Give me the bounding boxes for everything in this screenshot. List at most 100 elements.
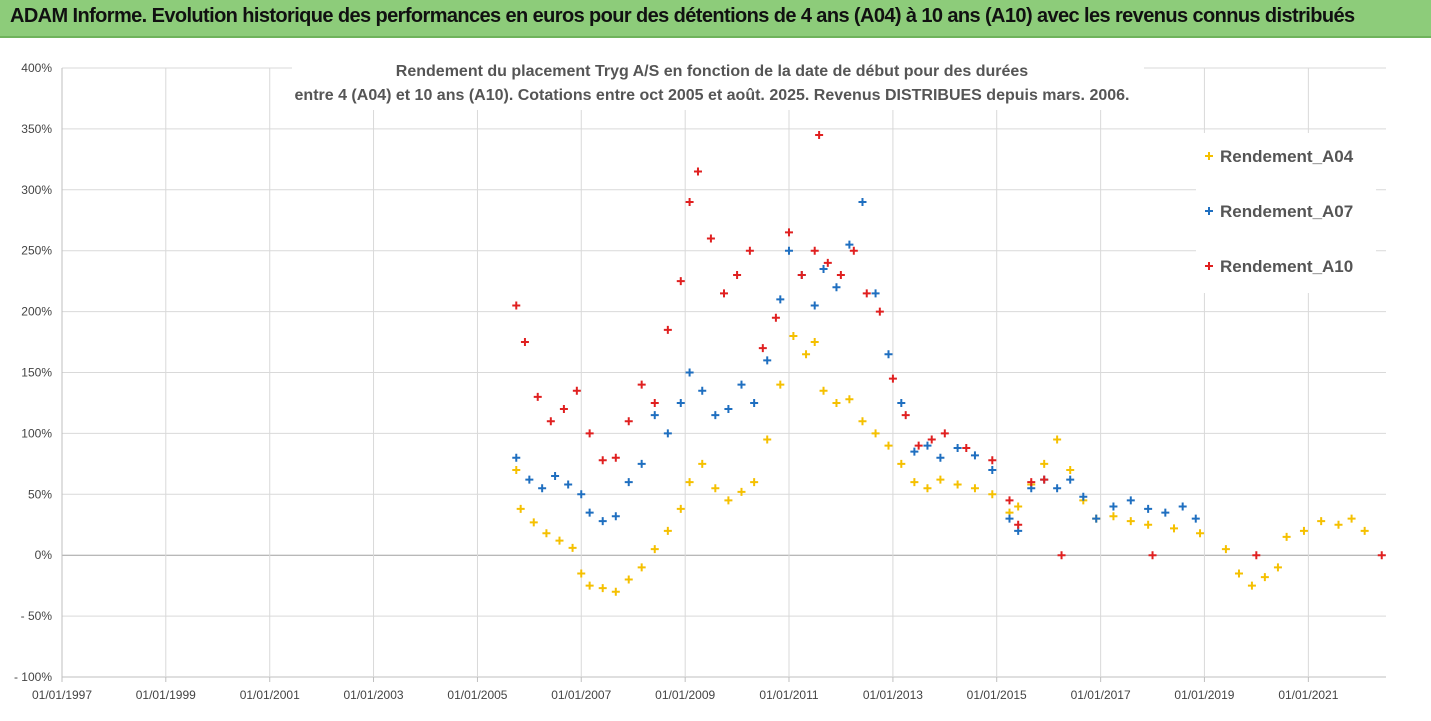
point-rendement-a10 (546, 417, 555, 426)
point-rendement-a10 (611, 453, 620, 462)
point-rendement-a04 (676, 504, 685, 513)
point-rendement-a04 (858, 417, 867, 426)
x-tick-label: 01/01/2007 (551, 688, 611, 702)
point-rendement-a07 (711, 411, 720, 420)
x-tick-label: 01/01/2009 (655, 688, 715, 702)
point-rendement-a10 (1148, 551, 1157, 560)
point-rendement-a04 (568, 543, 577, 552)
point-rendement-a10 (663, 325, 672, 334)
point-rendement-a10 (836, 271, 845, 280)
report-title: ADAM Informe. Evolution historique des p… (10, 5, 1355, 27)
legend-label: Rendement_A10 (1220, 257, 1353, 276)
x-tick-label: 01/01/2015 (967, 688, 1027, 702)
point-rendement-a10 (676, 277, 685, 286)
point-rendement-a07 (624, 478, 633, 487)
point-rendement-a04 (1299, 526, 1308, 535)
point-rendement-a04 (1053, 435, 1062, 444)
point-rendement-a10 (797, 271, 806, 280)
point-rendement-a10 (598, 456, 607, 465)
point-rendement-a07 (698, 386, 707, 395)
point-rendement-a07 (1053, 484, 1062, 493)
point-rendement-a07 (637, 459, 646, 468)
point-rendement-a07 (577, 490, 586, 499)
point-rendement-a07 (845, 240, 854, 249)
point-rendement-a07 (676, 398, 685, 407)
point-rendement-a04 (1170, 524, 1179, 533)
point-rendement-a10 (624, 417, 633, 426)
point-rendement-a07 (1161, 508, 1170, 517)
point-rendement-a04 (789, 331, 798, 340)
point-rendement-a10 (1027, 478, 1036, 487)
point-rendement-a07 (819, 264, 828, 273)
point-rendement-a10 (1014, 520, 1023, 529)
point-rendement-a07 (663, 429, 672, 438)
point-rendement-a10 (512, 301, 521, 310)
point-rendement-a07 (1092, 514, 1101, 523)
point-rendement-a04 (819, 386, 828, 395)
point-rendement-a10 (784, 228, 793, 237)
point-rendement-a04 (1282, 532, 1291, 541)
x-tick-label: 01/01/2019 (1174, 688, 1234, 702)
y-tick-label: 100% (21, 426, 52, 440)
performance-chart: - 100% - 50% 0% 50% 100% 150% 200% 250% 300% 350%… (14, 52, 1386, 702)
point-rendement-a07 (936, 453, 945, 462)
chart-title-line-1: Rendement du placement Tryg A/S en fonct… (396, 63, 1029, 80)
y-tick-label: 150% (21, 366, 52, 380)
point-rendement-a07 (750, 398, 759, 407)
point-rendement-a10 (637, 380, 646, 389)
y-tick-label: - 100% (14, 670, 52, 684)
point-rendement-a10 (533, 392, 542, 401)
point-rendement-a10 (559, 405, 568, 414)
point-rendement-a04 (832, 398, 841, 407)
point-rendement-a07 (763, 356, 772, 365)
point-rendement-a04 (1040, 459, 1049, 468)
point-rendement-a10 (888, 374, 897, 383)
point-rendement-a10 (815, 130, 824, 139)
legend-label: Rendement_A07 (1220, 202, 1353, 221)
point-rendement-a07 (897, 398, 906, 407)
point-rendement-a04 (555, 536, 564, 545)
point-rendement-a04 (624, 575, 633, 584)
point-rendement-a04 (585, 581, 594, 590)
point-rendement-a04 (1144, 520, 1153, 529)
point-rendement-a07 (1191, 514, 1200, 523)
point-rendement-a04 (988, 490, 997, 499)
point-rendement-a04 (1126, 517, 1135, 526)
point-rendement-a07 (564, 480, 573, 489)
point-rendement-a07 (585, 508, 594, 517)
point-rendement-a07 (810, 301, 819, 310)
point-rendement-a04 (1109, 512, 1118, 521)
point-rendement-a07 (737, 380, 746, 389)
point-rendement-a07 (598, 517, 607, 526)
point-rendement-a10 (1377, 551, 1386, 560)
point-rendement-a07 (988, 465, 997, 474)
point-rendement-a10 (901, 411, 910, 420)
y-tick-label: 400% (21, 61, 52, 75)
y-tick-label: 300% (21, 183, 52, 197)
chart-grid (61, 67, 1386, 682)
point-rendement-a07 (1178, 502, 1187, 511)
point-rendement-a04 (845, 395, 854, 404)
point-rendement-a07 (611, 512, 620, 521)
point-rendement-a10 (962, 444, 971, 453)
point-rendement-a07 (784, 246, 793, 255)
point-rendement-a10 (745, 246, 754, 255)
point-rendement-a07 (538, 484, 547, 493)
point-rendement-a10 (572, 386, 581, 395)
point-rendement-a04 (1221, 545, 1230, 554)
legend-label: Rendement_A04 (1220, 147, 1354, 166)
point-rendement-a07 (685, 368, 694, 377)
point-rendement-a07 (512, 453, 521, 462)
point-rendement-a04 (871, 429, 880, 438)
point-rendement-a10 (810, 246, 819, 255)
point-rendement-a04 (810, 338, 819, 347)
point-rendement-a04 (763, 435, 772, 444)
point-rendement-a04 (1014, 502, 1023, 511)
point-rendement-a07 (1109, 502, 1118, 511)
point-rendement-a04 (529, 518, 538, 527)
point-rendement-a04 (953, 480, 962, 489)
point-rendement-a07 (923, 441, 932, 450)
point-rendement-a07 (1079, 492, 1088, 501)
point-rendement-a10 (914, 441, 923, 450)
point-rendement-a04 (698, 459, 707, 468)
